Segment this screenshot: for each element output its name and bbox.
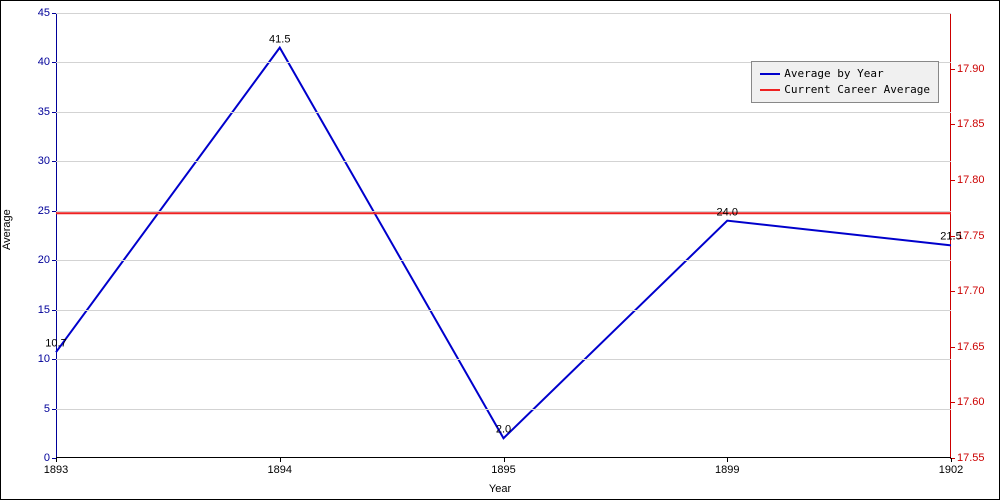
y-left-tick-label: 5 (44, 403, 56, 415)
y-left-tick-label: 45 (38, 7, 56, 19)
data-point-label: 21.5 (940, 231, 961, 243)
gridline (56, 112, 951, 113)
legend: Average by YearCurrent Career Average (751, 61, 939, 103)
y-left-tick-label: 25 (38, 205, 56, 217)
legend-item: Current Career Average (760, 82, 930, 98)
y-left-tick-label: 20 (38, 254, 56, 266)
gridline (56, 211, 951, 212)
x-axis-label: Year (489, 483, 511, 495)
gridline (56, 13, 951, 14)
gridline (56, 260, 951, 261)
gridline (56, 161, 951, 162)
chart-container: Average 05101520253035404517.5517.6017.6… (0, 0, 1000, 500)
legend-swatch (760, 89, 780, 91)
legend-item: Average by Year (760, 66, 930, 82)
x-tick-label: 1895 (491, 458, 515, 476)
legend-label: Current Career Average (784, 82, 930, 98)
y-right-tick-label: 17.90 (951, 63, 985, 75)
y-left-tick-label: 40 (38, 56, 56, 68)
x-tick-label: 1893 (44, 458, 68, 476)
x-tick-label: 1894 (268, 458, 292, 476)
gridline (56, 310, 951, 311)
data-point-label: 41.5 (269, 33, 290, 45)
data-point-label: 10.7 (45, 338, 66, 350)
y-left-tick-label: 15 (38, 304, 56, 316)
legend-label: Average by Year (784, 66, 883, 82)
y-left-tick-label: 35 (38, 106, 56, 118)
legend-swatch (760, 73, 780, 75)
y-right-tick-label: 17.65 (951, 341, 985, 353)
data-point-label: 24.0 (717, 206, 738, 218)
y-right-tick-label: 17.80 (951, 174, 985, 186)
series-line (56, 48, 951, 439)
gridline (56, 409, 951, 410)
y-right-tick-label: 17.85 (951, 118, 985, 130)
gridline (56, 359, 951, 360)
y-right-tick-label: 17.70 (951, 285, 985, 297)
data-point-label: 2.0 (496, 424, 511, 436)
y-left-tick-label: 30 (38, 155, 56, 167)
y-axis-label: Average (1, 209, 13, 250)
x-tick-label: 1902 (939, 458, 963, 476)
y-left-tick-label: 10 (38, 353, 56, 365)
x-tick-label: 1899 (715, 458, 739, 476)
y-right-tick-label: 17.60 (951, 396, 985, 408)
